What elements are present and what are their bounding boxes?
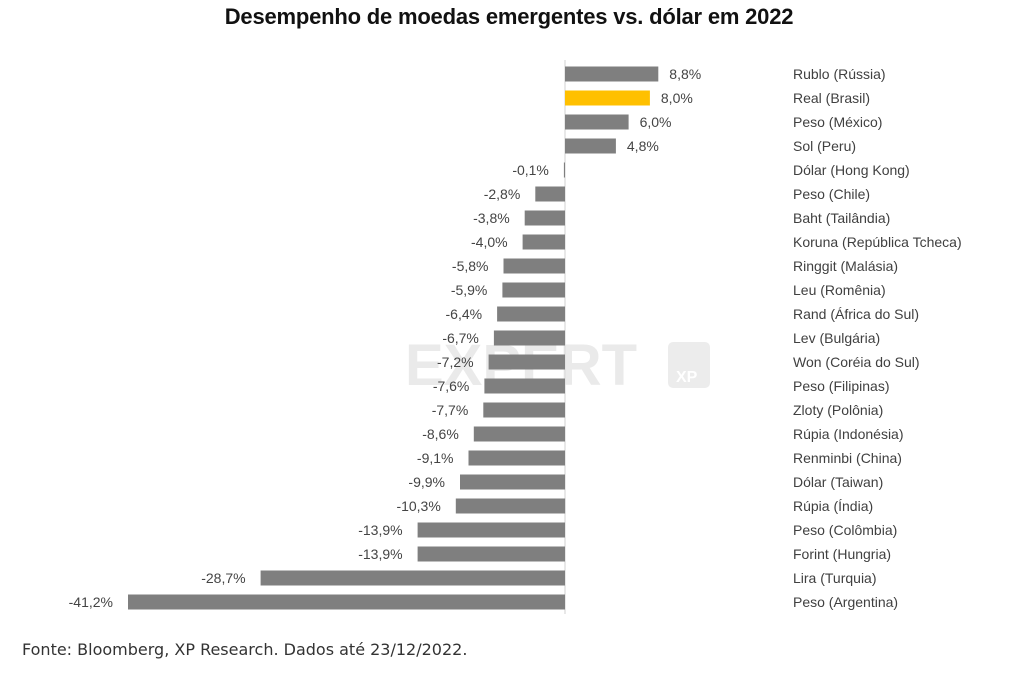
data-label: -2,8% xyxy=(484,186,521,202)
category-label: Dólar (Hong Kong) xyxy=(793,162,910,178)
watermark-badge xyxy=(668,342,710,388)
data-label: -9,1% xyxy=(417,450,454,466)
data-label: 8,8% xyxy=(669,66,701,82)
category-labels-group: Rublo (Rússia) Real (Brasil) Peso (México)… xyxy=(793,66,962,610)
category-label: Koruna (República Tcheca) xyxy=(793,234,962,250)
data-label: -9,9% xyxy=(408,474,445,490)
category-label: Sol (Peru) xyxy=(793,138,856,154)
data-label: -7,6% xyxy=(433,378,470,394)
bars-group xyxy=(128,66,659,610)
data-label: -3,8% xyxy=(473,210,510,226)
category-label: Peso (México) xyxy=(793,114,882,130)
category-label: Rúpia (Indonésia) xyxy=(793,426,904,442)
source-note: Fonte: Bloomberg, XP Research. Dados até… xyxy=(22,640,468,659)
category-label: Peso (Argentina) xyxy=(793,594,898,610)
bar xyxy=(524,210,565,226)
bar xyxy=(483,402,565,418)
bar xyxy=(488,354,565,370)
category-label: Dólar (Taiwan) xyxy=(793,474,883,490)
data-label: -0,1% xyxy=(512,162,549,178)
bar xyxy=(455,498,566,514)
bar-highlight xyxy=(565,90,650,106)
category-label: Real (Brasil) xyxy=(793,90,870,106)
category-label: Zloty (Polônia) xyxy=(793,402,883,418)
category-label: Leu (Romênia) xyxy=(793,282,886,298)
data-label: -13,9% xyxy=(358,522,402,538)
category-label: Ringgit (Malásia) xyxy=(793,258,898,274)
bar xyxy=(502,282,565,298)
category-label: Won (Coréia do Sul) xyxy=(793,354,920,370)
data-label: -41,2% xyxy=(69,594,113,610)
category-label: Baht (Tailândia) xyxy=(793,210,890,226)
category-label: Peso (Filipinas) xyxy=(793,378,889,394)
bar xyxy=(565,138,616,154)
bar xyxy=(497,306,565,322)
category-label: Rublo (Rússia) xyxy=(793,66,886,82)
category-label: Rand (África do Sul) xyxy=(793,306,919,322)
bar xyxy=(417,522,565,538)
data-label: 4,8% xyxy=(627,138,659,154)
data-label: -5,9% xyxy=(451,282,488,298)
data-label: -28,7% xyxy=(201,570,245,586)
bar xyxy=(535,186,565,202)
category-label: Forint (Hungria) xyxy=(793,546,891,562)
watermark-badge-text: XP xyxy=(676,369,698,386)
data-label: -6,4% xyxy=(446,306,483,322)
bar xyxy=(503,258,565,274)
category-label: Rúpia (Índia) xyxy=(793,498,873,514)
bar xyxy=(493,330,565,346)
bar xyxy=(565,66,659,82)
bar xyxy=(260,570,565,586)
category-label: Renminbi (China) xyxy=(793,450,902,466)
data-label: -6,7% xyxy=(442,330,479,346)
bar xyxy=(128,594,565,610)
data-label: -8,6% xyxy=(422,426,459,442)
bar xyxy=(460,474,565,490)
bar xyxy=(417,546,565,562)
category-label: Peso (Chile) xyxy=(793,186,870,202)
data-label: -7,2% xyxy=(437,354,474,370)
data-label: -10,3% xyxy=(396,498,440,514)
bar xyxy=(563,162,565,178)
data-label: 8,0% xyxy=(661,90,693,106)
category-label: Lev (Bulgária) xyxy=(793,330,880,346)
data-label: -4,0% xyxy=(471,234,508,250)
data-label: 6,0% xyxy=(640,114,672,130)
bar xyxy=(522,234,565,250)
data-labels-group: 8,8% 8,0% 6,0% 4,8% -0,1% -2,8% -3,8% -4,0% -5,8… xyxy=(69,66,702,610)
bar xyxy=(484,378,565,394)
data-label: -5,8% xyxy=(452,258,489,274)
data-label: -13,9% xyxy=(358,546,402,562)
bar xyxy=(473,426,565,442)
data-label: -7,7% xyxy=(432,402,469,418)
bar xyxy=(468,450,565,466)
category-label: Lira (Turquia) xyxy=(793,570,877,586)
category-label: Peso (Colômbia) xyxy=(793,522,897,538)
bar xyxy=(565,114,629,130)
chart-title: Desempenho de moedas emergentes vs. dóla… xyxy=(224,4,794,29)
